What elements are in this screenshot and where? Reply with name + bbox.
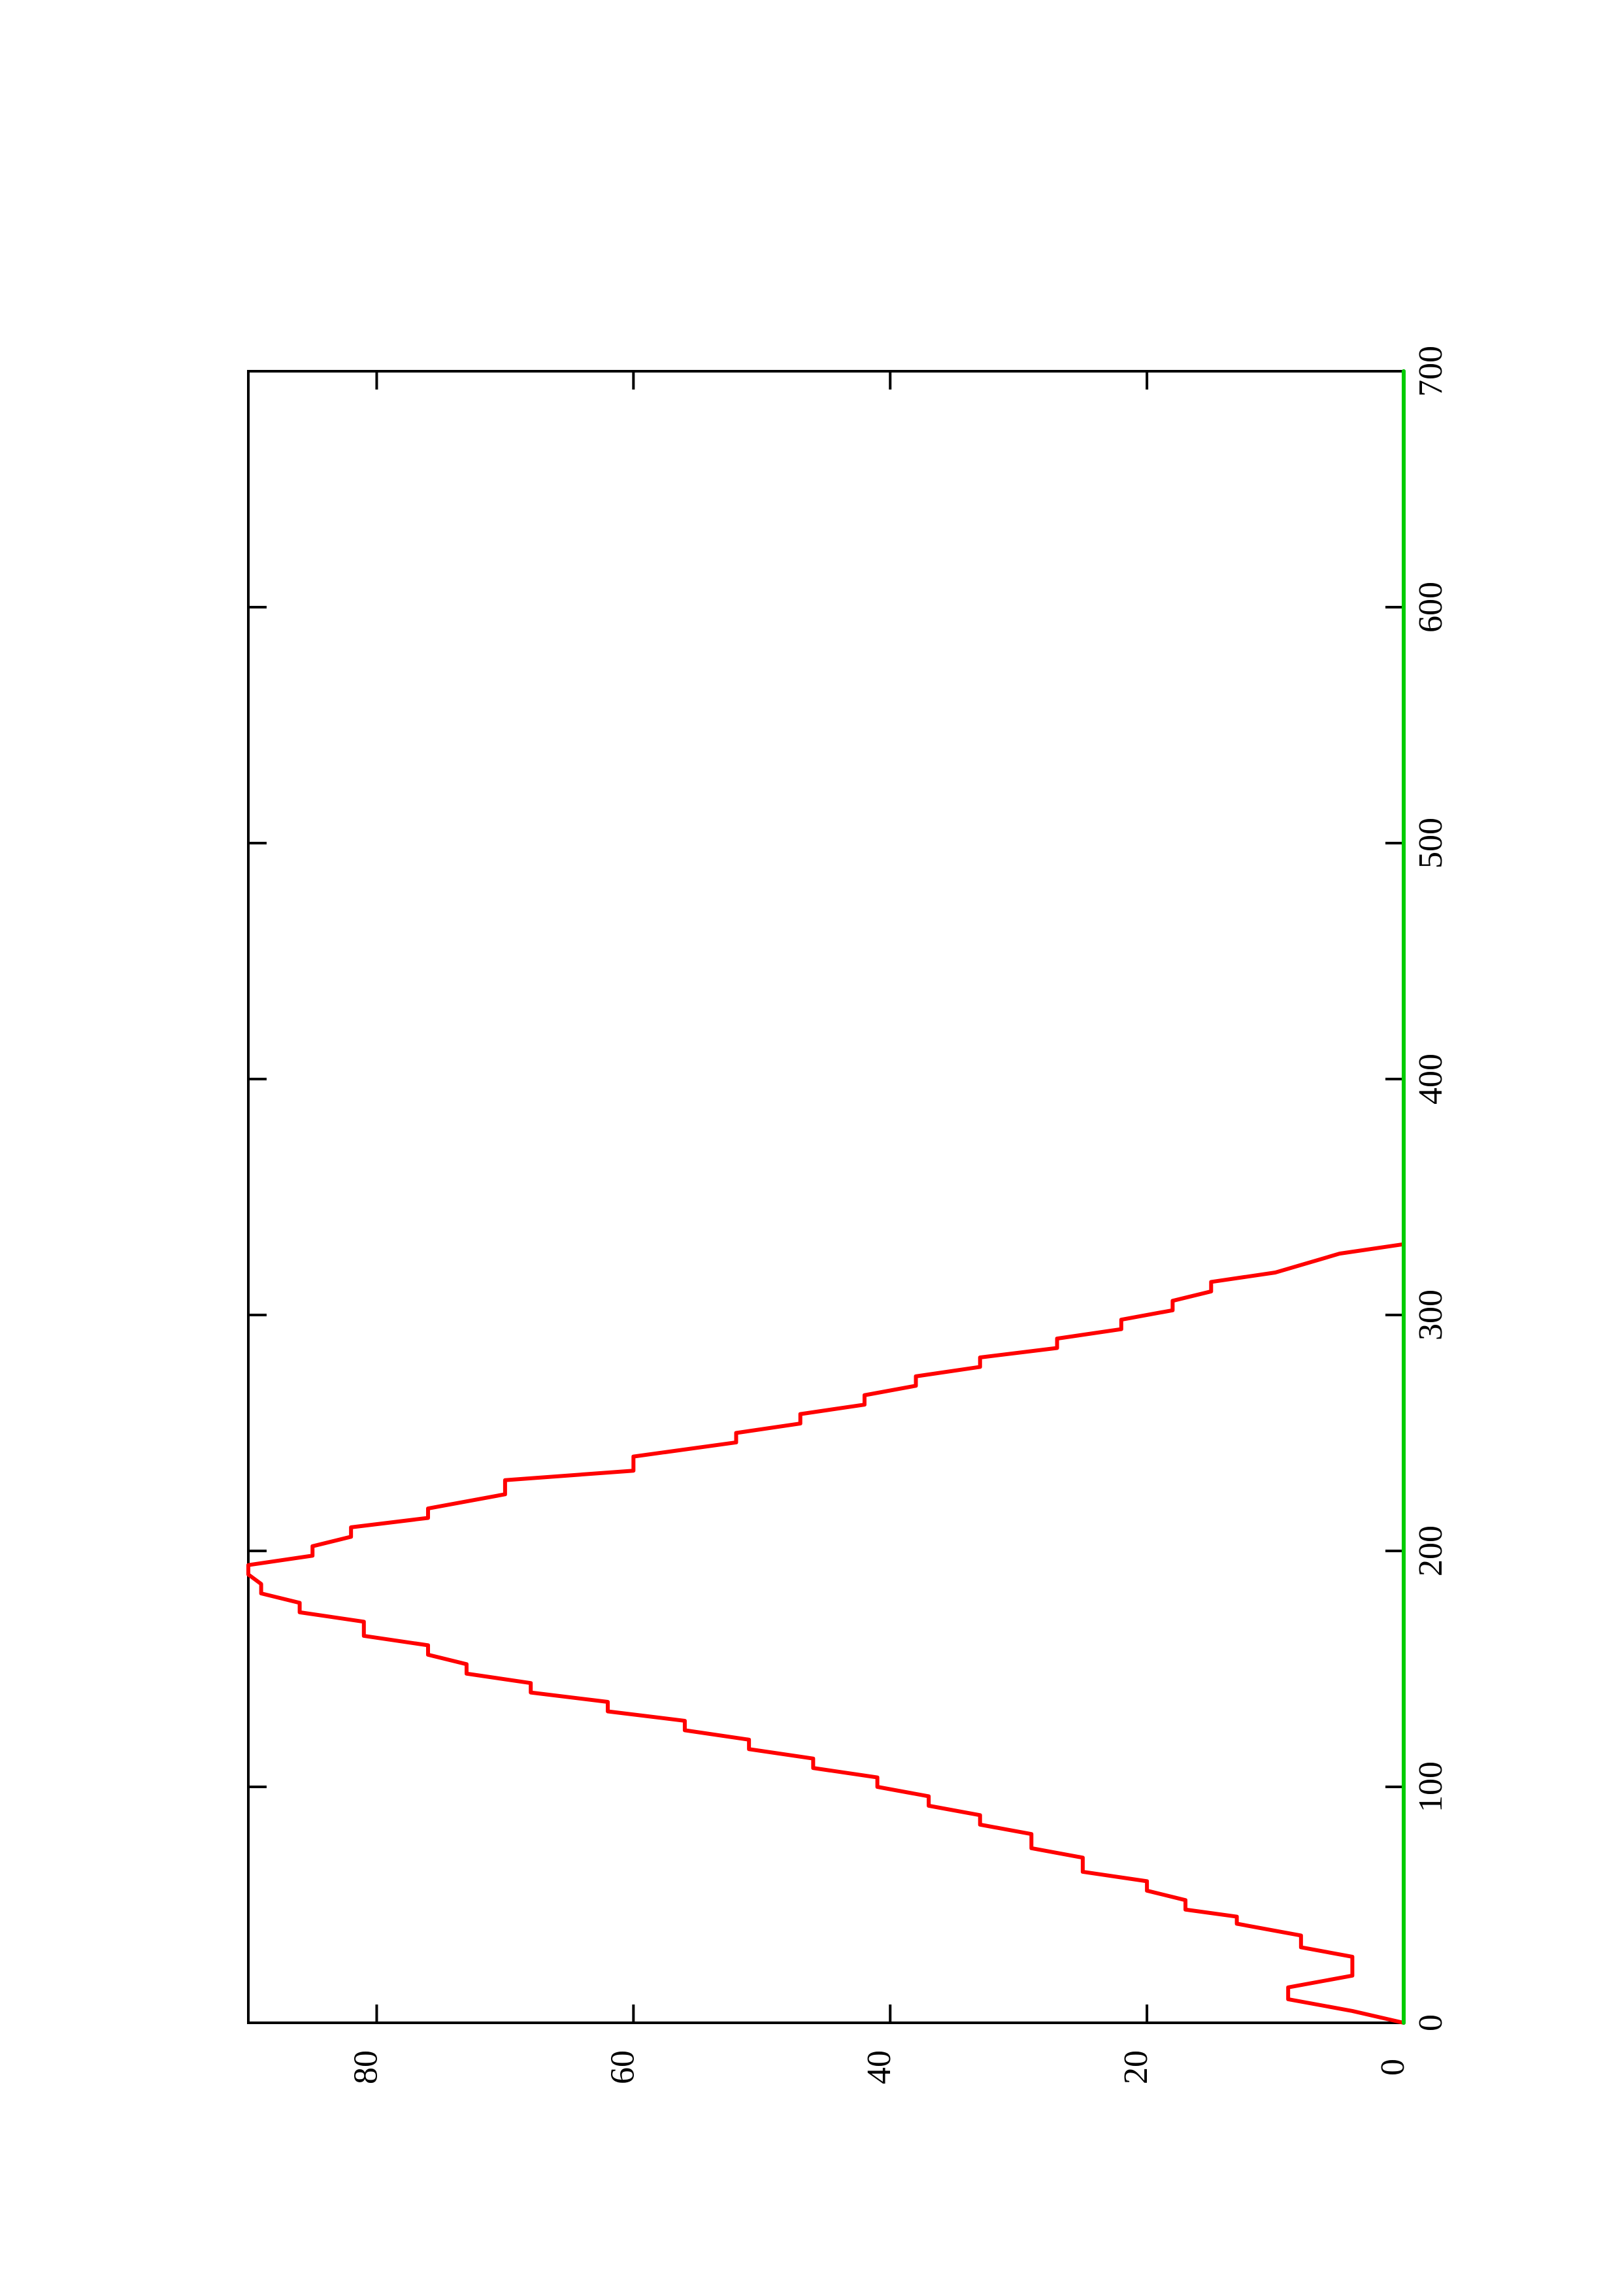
x-tick-label: 0 <box>1412 2014 1449 2031</box>
series-line-0 <box>246 1242 1406 2025</box>
x-tick-label: 600 <box>1412 582 1449 633</box>
y-tick-label: 0 <box>1374 2059 1412 2076</box>
y-tick-label: 60 <box>604 2050 641 2084</box>
plot-layer: 0 100 200 300 400 500 600 700 0 20 40 60 80 <box>246 346 1449 2084</box>
x-tick-label: 500 <box>1412 818 1449 869</box>
x-tick-label: 300 <box>1412 1289 1449 1340</box>
x-tick-label: 200 <box>1412 1525 1449 1576</box>
y-tick-label: 80 <box>347 2050 384 2084</box>
x-tick-label: 400 <box>1412 1054 1449 1105</box>
x-tick-label: 100 <box>1412 1761 1449 1812</box>
x-tick-label: 700 <box>1412 346 1449 397</box>
y-tick-label: 20 <box>1117 2050 1155 2084</box>
y-tick-label: 40 <box>861 2050 898 2084</box>
